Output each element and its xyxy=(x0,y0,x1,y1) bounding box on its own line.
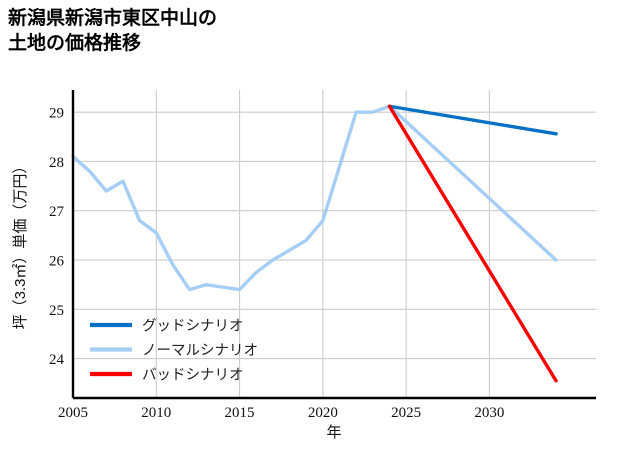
x-tick-label: 2020 xyxy=(308,405,338,421)
y-tick-label: 27 xyxy=(49,204,65,220)
legend-label[interactable]: バッドシナリオ xyxy=(142,368,244,384)
data-series-group xyxy=(71,104,558,383)
y-tick-label: 24 xyxy=(49,352,65,368)
legend-label[interactable]: グッドシナリオ xyxy=(142,318,244,335)
series-line xyxy=(387,104,558,383)
x-tick-labels: 2005 2010 2015 2020 2025 2030 xyxy=(58,405,504,421)
series-line xyxy=(71,104,558,292)
series-line xyxy=(387,104,558,136)
x-tick-label: 2005 xyxy=(58,405,88,421)
axis-lines xyxy=(71,90,596,400)
x-axis-label: 年 xyxy=(326,424,341,441)
y-tick-labels: 24 25 26 27 28 29 xyxy=(49,106,65,368)
y-tick-label: 26 xyxy=(49,254,65,270)
x-tick-label: 2015 xyxy=(225,405,255,421)
y-tick-label: 25 xyxy=(49,303,64,319)
y-tick-label: 28 xyxy=(49,155,64,171)
y-axis-label: 坪（3.3㎡）単価（万円） xyxy=(12,159,29,330)
legend-label[interactable]: ノーマルシナリオ xyxy=(142,343,258,359)
y-tick-label: 29 xyxy=(49,106,64,122)
x-tick-label: 2030 xyxy=(474,405,504,421)
page-title: 新潟県新潟市東区中山の 土地の価格推移 xyxy=(8,8,218,55)
x-tick-label: 2025 xyxy=(391,405,421,421)
x-tick-label: 2010 xyxy=(141,405,171,421)
